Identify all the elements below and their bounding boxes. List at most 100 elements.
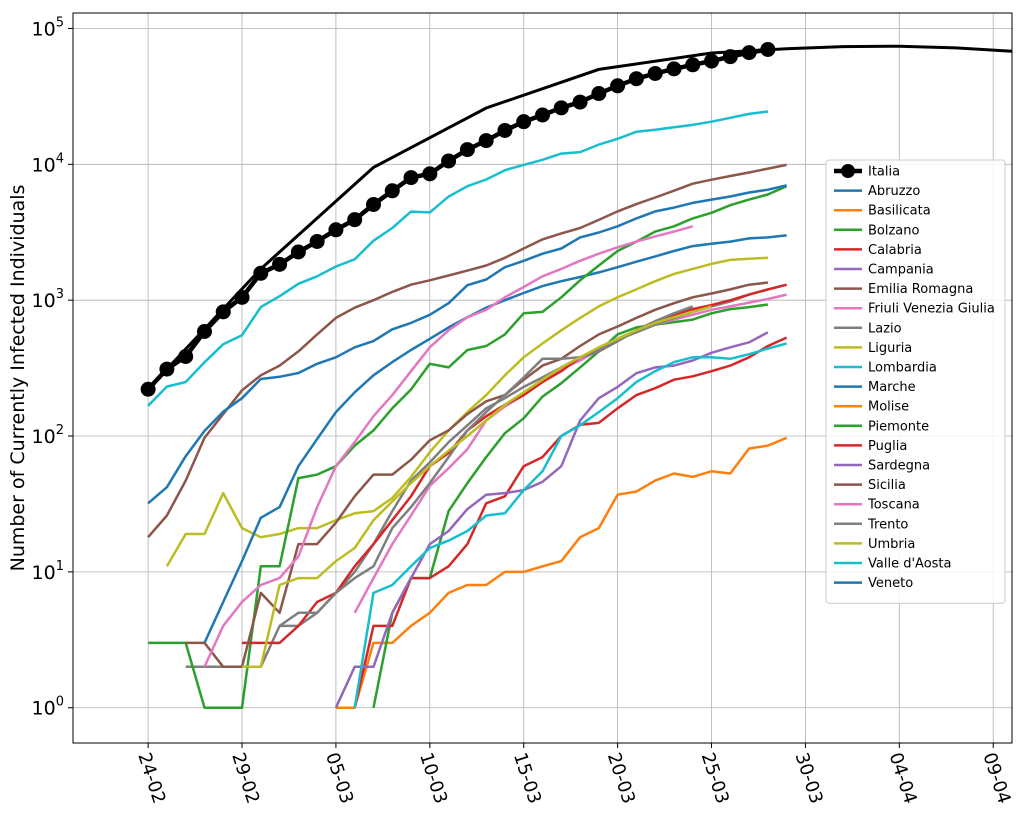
series-italia-point xyxy=(704,53,720,69)
series-italia-point xyxy=(497,122,513,138)
legend-label-toscana: Toscana xyxy=(867,498,920,513)
series-italia-point xyxy=(272,256,288,272)
series-calabria-line xyxy=(353,336,788,708)
legend-label-calabria: Calabria xyxy=(868,243,922,258)
series-italia-point xyxy=(685,57,701,73)
y-tick-exponent: 5 xyxy=(56,15,64,30)
x-tick-label: 15-03 xyxy=(509,750,545,806)
legend-box xyxy=(825,159,1006,604)
y-tick-label: 103 xyxy=(32,287,64,312)
series-italia-point xyxy=(384,183,400,199)
series-valle-d-aosta-line xyxy=(353,342,787,708)
series-italia-point xyxy=(591,86,607,102)
y-tick-exponent: 4 xyxy=(56,151,64,166)
series-italia-point xyxy=(309,233,325,249)
series-italia-point xyxy=(178,348,194,364)
legend-label-emilia-romagna: Emilia Romagna xyxy=(868,282,973,297)
legend-label-piemonte: Piemonte xyxy=(868,419,929,434)
x-tick-label: 25-03 xyxy=(697,750,733,806)
y-tick-base: 10 xyxy=(32,698,56,720)
legend-label-valle-d-aosta: Valle d'Aosta xyxy=(868,557,951,572)
y-tick-label: 102 xyxy=(32,423,64,448)
y-tick-base: 10 xyxy=(32,154,56,176)
legend-label-basilicata: Basilicata xyxy=(868,204,931,219)
y-tick-base: 10 xyxy=(32,290,56,312)
x-tick-label: 30-03 xyxy=(791,750,827,806)
y-axis-label: Number of Currently Infected Individuals xyxy=(7,185,29,572)
x-tick-label: 09-04 xyxy=(978,750,1014,806)
legend-label-italia: Italia xyxy=(868,165,900,180)
y-tick-base: 10 xyxy=(32,562,56,584)
legend-marker-italia xyxy=(841,164,855,178)
x-tick-label: 05-03 xyxy=(321,750,357,806)
legend-label-marche: Marche xyxy=(868,380,916,395)
series-italia-point xyxy=(328,222,344,238)
series-italia-point xyxy=(422,166,438,182)
series-italia-point xyxy=(253,265,269,281)
y-tick-label: 104 xyxy=(32,151,64,176)
series-lines xyxy=(140,41,1012,709)
legend-label-molise: Molise xyxy=(868,400,909,415)
y-tick-exponent: 2 xyxy=(56,423,64,438)
legend-label-umbria: Umbria xyxy=(868,537,915,552)
series-italia-point xyxy=(741,45,757,61)
series-italia-point xyxy=(628,71,644,87)
y-tick-exponent: 1 xyxy=(56,559,64,574)
y-tick-label: 105 xyxy=(32,15,64,40)
series-basilicata-line xyxy=(335,436,788,709)
series-italia-point xyxy=(403,170,419,186)
series-italia-point xyxy=(234,289,250,305)
series-italia-point xyxy=(516,114,532,130)
legend-label-bolzano: Bolzano xyxy=(868,223,920,238)
series-italia-point xyxy=(159,361,175,377)
series-campania-line xyxy=(334,331,769,709)
y-tick-exponent: 3 xyxy=(56,287,64,302)
legend-label-campania: Campania xyxy=(868,263,934,278)
x-tick-label: 20-03 xyxy=(603,750,639,806)
series-trento-line xyxy=(278,305,694,627)
series-italia-point xyxy=(535,107,550,123)
series-italia-point xyxy=(478,133,494,149)
series-italia-point xyxy=(553,100,569,116)
legend-label-friuli-venezia-giulia: Friuli Venezia Giulia xyxy=(868,302,995,317)
series-toscana-line xyxy=(203,225,694,668)
series-italia-point xyxy=(459,142,475,158)
series-italia-point xyxy=(196,324,212,340)
series-italia-point xyxy=(647,65,663,81)
series-italia-point xyxy=(760,41,776,57)
y-tick-base: 10 xyxy=(32,18,56,40)
legend-label-trento: Trento xyxy=(867,517,908,532)
series-veneto-line xyxy=(147,184,787,505)
plot-area xyxy=(140,41,1012,709)
x-tick-label: 24-02 xyxy=(133,750,169,806)
series-italia-point xyxy=(347,212,363,228)
y-tick-label: 100 xyxy=(32,695,64,720)
series-italia-point xyxy=(610,78,626,94)
x-tick-label: 29-02 xyxy=(227,750,263,806)
y-tick-label: 101 xyxy=(32,559,64,584)
series-italia-point xyxy=(666,61,682,77)
series-italia-line xyxy=(146,47,769,391)
series-italia-point xyxy=(722,49,738,65)
series-italia-point xyxy=(365,197,381,213)
x-tick-label: 10-03 xyxy=(415,750,451,806)
y-tick-base: 10 xyxy=(32,426,56,448)
y-tick-exponent: 0 xyxy=(56,695,64,710)
series-liguria-line xyxy=(165,256,768,567)
x-tick-label: 04-04 xyxy=(885,750,921,806)
series-italia-point xyxy=(572,94,588,110)
series-piemonte-line xyxy=(148,185,788,709)
legend-label-veneto: Veneto xyxy=(868,576,913,591)
series-italia-point xyxy=(290,244,306,260)
legend-label-sicilia: Sicilia xyxy=(868,478,906,493)
grid-lines xyxy=(73,13,1012,743)
series-puglia-line xyxy=(242,283,787,645)
legend-label-puglia: Puglia xyxy=(868,439,907,454)
legend-label-lazio: Lazio xyxy=(868,321,902,336)
series-italia-point xyxy=(441,153,457,169)
legend-label-lombardia: Lombardia xyxy=(868,361,937,376)
legend-label-liguria: Liguria xyxy=(868,341,912,356)
